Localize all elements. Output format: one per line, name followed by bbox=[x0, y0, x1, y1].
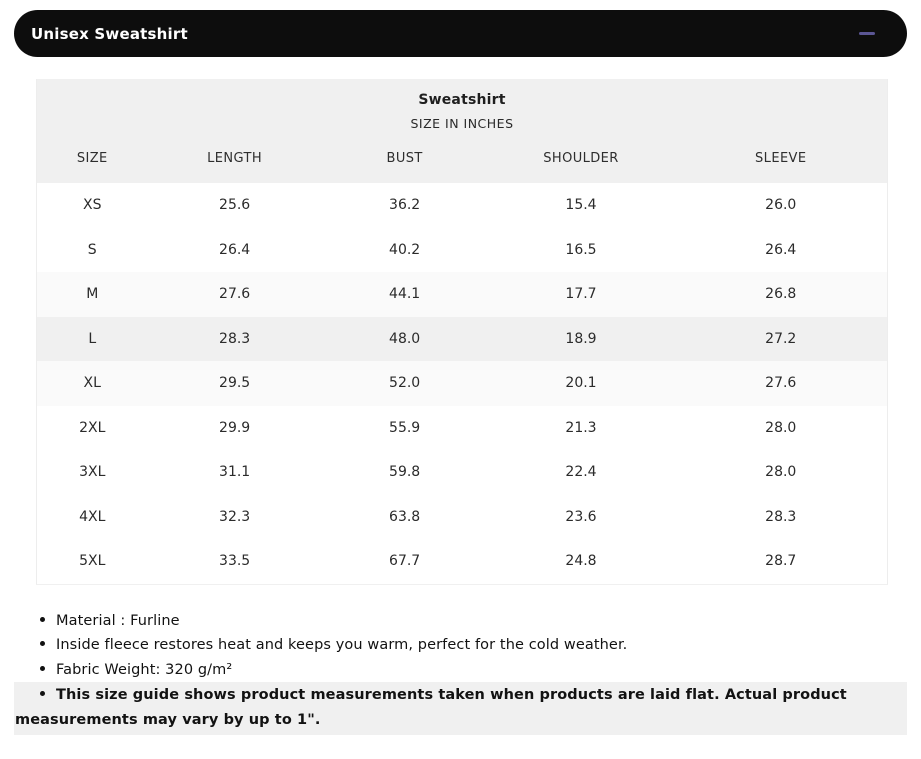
product-notes: Material : Furline Inside fleece restore… bbox=[14, 609, 907, 740]
cell-size: 2XL bbox=[79, 419, 106, 436]
page: Unisex Sweatshirt Sweatshirt SIZE IN INC… bbox=[14, 10, 907, 739]
column-header-shoulder: SHOULDER bbox=[487, 133, 675, 183]
note-text: Fabric Weight: 320 g/m² bbox=[56, 661, 233, 678]
cell-sleeve: 28.3 bbox=[765, 508, 797, 525]
chart-title-row: Sweatshirt SIZE IN INCHES bbox=[37, 79, 887, 133]
cell-shoulder: 24.8 bbox=[565, 553, 597, 570]
cell-sleeve: 26.8 bbox=[765, 286, 797, 303]
cell-bust: 67.7 bbox=[389, 553, 421, 570]
cell-size: L bbox=[88, 330, 97, 347]
cell-shoulder: 15.4 bbox=[565, 197, 597, 214]
accordion-header-unisex-sweatshirt[interactable]: Unisex Sweatshirt bbox=[14, 10, 907, 57]
bullet-dot-icon bbox=[40, 665, 45, 671]
note-item-fleece: Inside fleece restores heat and keeps yo… bbox=[14, 633, 907, 658]
size-chart-container: Sweatshirt SIZE IN INCHES SIZE LENGTH BU… bbox=[36, 79, 888, 585]
table-row-m: M 27.6 44.1 17.7 26.8 bbox=[37, 272, 887, 317]
note-item-material: Material : Furline bbox=[14, 609, 907, 634]
cell-length: 29.9 bbox=[219, 419, 251, 436]
cell-length: 32.3 bbox=[219, 508, 251, 525]
cell-size: XS bbox=[83, 197, 102, 214]
size-chart-table: Sweatshirt SIZE IN INCHES SIZE LENGTH BU… bbox=[37, 79, 887, 584]
cell-shoulder: 17.7 bbox=[565, 286, 597, 303]
note-item-fabric-weight: Fabric Weight: 320 g/m² bbox=[14, 658, 907, 683]
table-row-4xl: 4XL 32.3 63.8 23.6 28.3 bbox=[37, 495, 887, 540]
cell-length: 33.5 bbox=[219, 553, 251, 570]
cell-size: XL bbox=[83, 375, 101, 392]
cell-sleeve: 27.2 bbox=[765, 330, 797, 347]
cell-bust: 63.8 bbox=[389, 508, 421, 525]
cell-size: S bbox=[87, 241, 97, 258]
note-text: Material : Furline bbox=[56, 612, 180, 629]
cell-sleeve: 27.6 bbox=[765, 375, 797, 392]
cell-length: 31.1 bbox=[219, 464, 251, 481]
bullet-dot-icon bbox=[40, 616, 45, 622]
cell-shoulder: 20.1 bbox=[565, 375, 597, 392]
cell-size: 3XL bbox=[79, 464, 106, 481]
cell-bust: 40.2 bbox=[389, 241, 421, 258]
cell-length: 28.3 bbox=[219, 330, 251, 347]
cell-length: 27.6 bbox=[219, 286, 251, 303]
column-header-bust: BUST bbox=[321, 133, 488, 183]
note-text: Inside fleece restores heat and keeps yo… bbox=[56, 637, 628, 653]
cell-bust: 55.9 bbox=[389, 419, 421, 436]
chart-title: Sweatshirt bbox=[418, 92, 506, 108]
bullet-dot-icon bbox=[40, 641, 45, 646]
table-row-s: S 26.4 40.2 16.5 26.4 bbox=[37, 228, 887, 273]
cell-length: 26.4 bbox=[219, 241, 251, 258]
table-row-l: L 28.3 48.0 18.9 27.2 bbox=[37, 316, 887, 361]
column-header-row: SIZE LENGTH BUST SHOULDER SLEEVE bbox=[37, 133, 887, 183]
cell-size: M bbox=[86, 286, 99, 303]
cell-sleeve: 26.0 bbox=[765, 197, 797, 214]
bullet-dot-icon bbox=[40, 691, 45, 696]
chart-subtitle: SIZE IN INCHES bbox=[410, 116, 514, 131]
collapse-minus-icon[interactable] bbox=[859, 32, 875, 35]
cell-length: 25.6 bbox=[219, 197, 251, 214]
accordion-title: Unisex Sweatshirt bbox=[31, 24, 188, 43]
column-header-length: LENGTH bbox=[147, 133, 322, 183]
table-row-3xl: 3XL 31.1 59.8 22.4 28.0 bbox=[37, 450, 887, 495]
cell-sleeve: 28.0 bbox=[765, 419, 797, 436]
cell-bust: 52.0 bbox=[389, 375, 421, 392]
note-text: This size guide shows product measuremen… bbox=[15, 687, 847, 728]
note-item-size-guide-disclaimer: This size guide shows product measuremen… bbox=[14, 682, 907, 735]
cell-shoulder: 21.3 bbox=[565, 419, 597, 436]
cell-sleeve: 28.0 bbox=[765, 464, 797, 481]
cell-shoulder: 16.5 bbox=[565, 241, 597, 258]
cell-shoulder: 18.9 bbox=[565, 330, 597, 347]
cell-size: 5XL bbox=[79, 553, 106, 570]
table-row-xl: XL 29.5 52.0 20.1 27.6 bbox=[37, 361, 887, 406]
table-row-2xl: 2XL 29.9 55.9 21.3 28.0 bbox=[37, 406, 887, 451]
cell-bust: 59.8 bbox=[389, 464, 421, 481]
cell-bust: 36.2 bbox=[389, 197, 421, 214]
cell-sleeve: 28.7 bbox=[765, 553, 797, 570]
table-row-xs: XS 25.6 36.2 15.4 26.0 bbox=[37, 183, 887, 228]
size-guide-panel: Sweatshirt SIZE IN INCHES SIZE LENGTH BU… bbox=[14, 79, 907, 739]
cell-size: 4XL bbox=[79, 508, 106, 525]
cell-sleeve: 26.4 bbox=[765, 241, 797, 258]
column-header-sleeve: SLEEVE bbox=[674, 133, 887, 183]
cell-bust: 48.0 bbox=[389, 330, 421, 347]
column-header-size: SIZE bbox=[37, 133, 148, 183]
table-row-5xl: 5XL 33.5 67.7 24.8 28.7 bbox=[37, 539, 887, 584]
cell-length: 29.5 bbox=[219, 375, 251, 392]
cell-bust: 44.1 bbox=[389, 286, 421, 303]
cell-shoulder: 23.6 bbox=[565, 508, 597, 525]
cell-shoulder: 22.4 bbox=[565, 464, 597, 481]
